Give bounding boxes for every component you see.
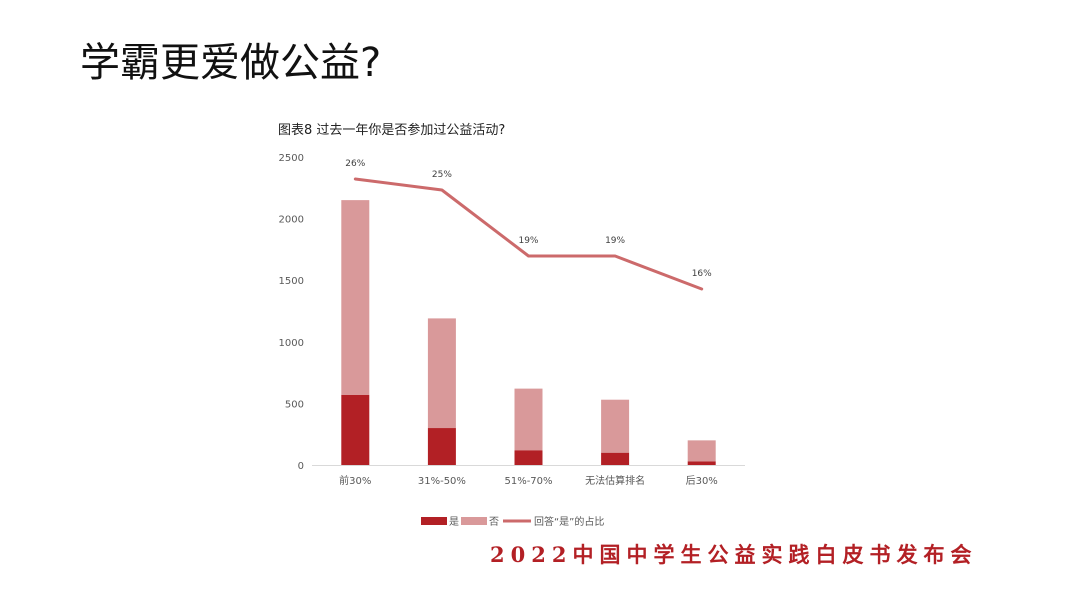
x-tick-label: 无法估算排名 — [585, 474, 645, 487]
legend-label-line: 回答“是”的占比 — [534, 515, 604, 528]
data-label: 19% — [605, 236, 625, 246]
bar-yes — [427, 428, 456, 465]
data-label: 26% — [345, 159, 365, 169]
line-ratio-yes — [353, 177, 704, 291]
bar-no — [514, 388, 543, 451]
legend-swatch-yes — [421, 517, 447, 525]
bar-no — [601, 399, 630, 453]
y-tick-label: 0 — [298, 461, 304, 472]
data-label: 25% — [432, 170, 452, 180]
y-tick-label: 2500 — [279, 153, 304, 164]
bar-no — [427, 318, 456, 429]
legend: 是 否 回答“是”的占比 — [421, 515, 604, 528]
y-tick-label: 1000 — [279, 338, 304, 349]
slide-title: 学霸更爱做公益? — [80, 40, 382, 86]
bar-no — [341, 200, 370, 395]
bar-no — [687, 440, 716, 462]
bar-yes — [687, 461, 716, 465]
legend-label-no: 否 — [489, 516, 499, 528]
bars — [341, 200, 716, 465]
y-tick-label: 2000 — [279, 215, 304, 226]
data-label: 19% — [518, 236, 538, 246]
y-axis: 0 500 1000 1500 2000 2500 — [279, 153, 304, 472]
line-series: 26% 25% 19% 19% 16% — [345, 159, 712, 291]
x-tick-label: 51%-70% — [504, 476, 552, 487]
data-label: 16% — [692, 269, 712, 279]
chart-title: 图表8 过去一年你是否参加过公益活动? — [278, 123, 506, 138]
x-tick-label: 31%-50% — [418, 476, 466, 487]
footer-event-title: 2022中国中学生公益实践白皮书发布会 — [490, 542, 978, 567]
bar-yes — [514, 450, 543, 465]
bar-yes — [601, 452, 630, 465]
legend-swatch-no — [461, 517, 487, 525]
y-tick-label: 500 — [285, 399, 304, 410]
legend-label-yes: 是 — [449, 516, 459, 528]
x-axis: 前30% 31%-50% 51%-70% 无法估算排名 后30% — [312, 465, 745, 487]
x-tick-label: 后30% — [686, 475, 718, 487]
y-tick-label: 1500 — [279, 276, 304, 287]
x-tick-label: 前30% — [339, 474, 371, 487]
bar-yes — [341, 394, 370, 465]
